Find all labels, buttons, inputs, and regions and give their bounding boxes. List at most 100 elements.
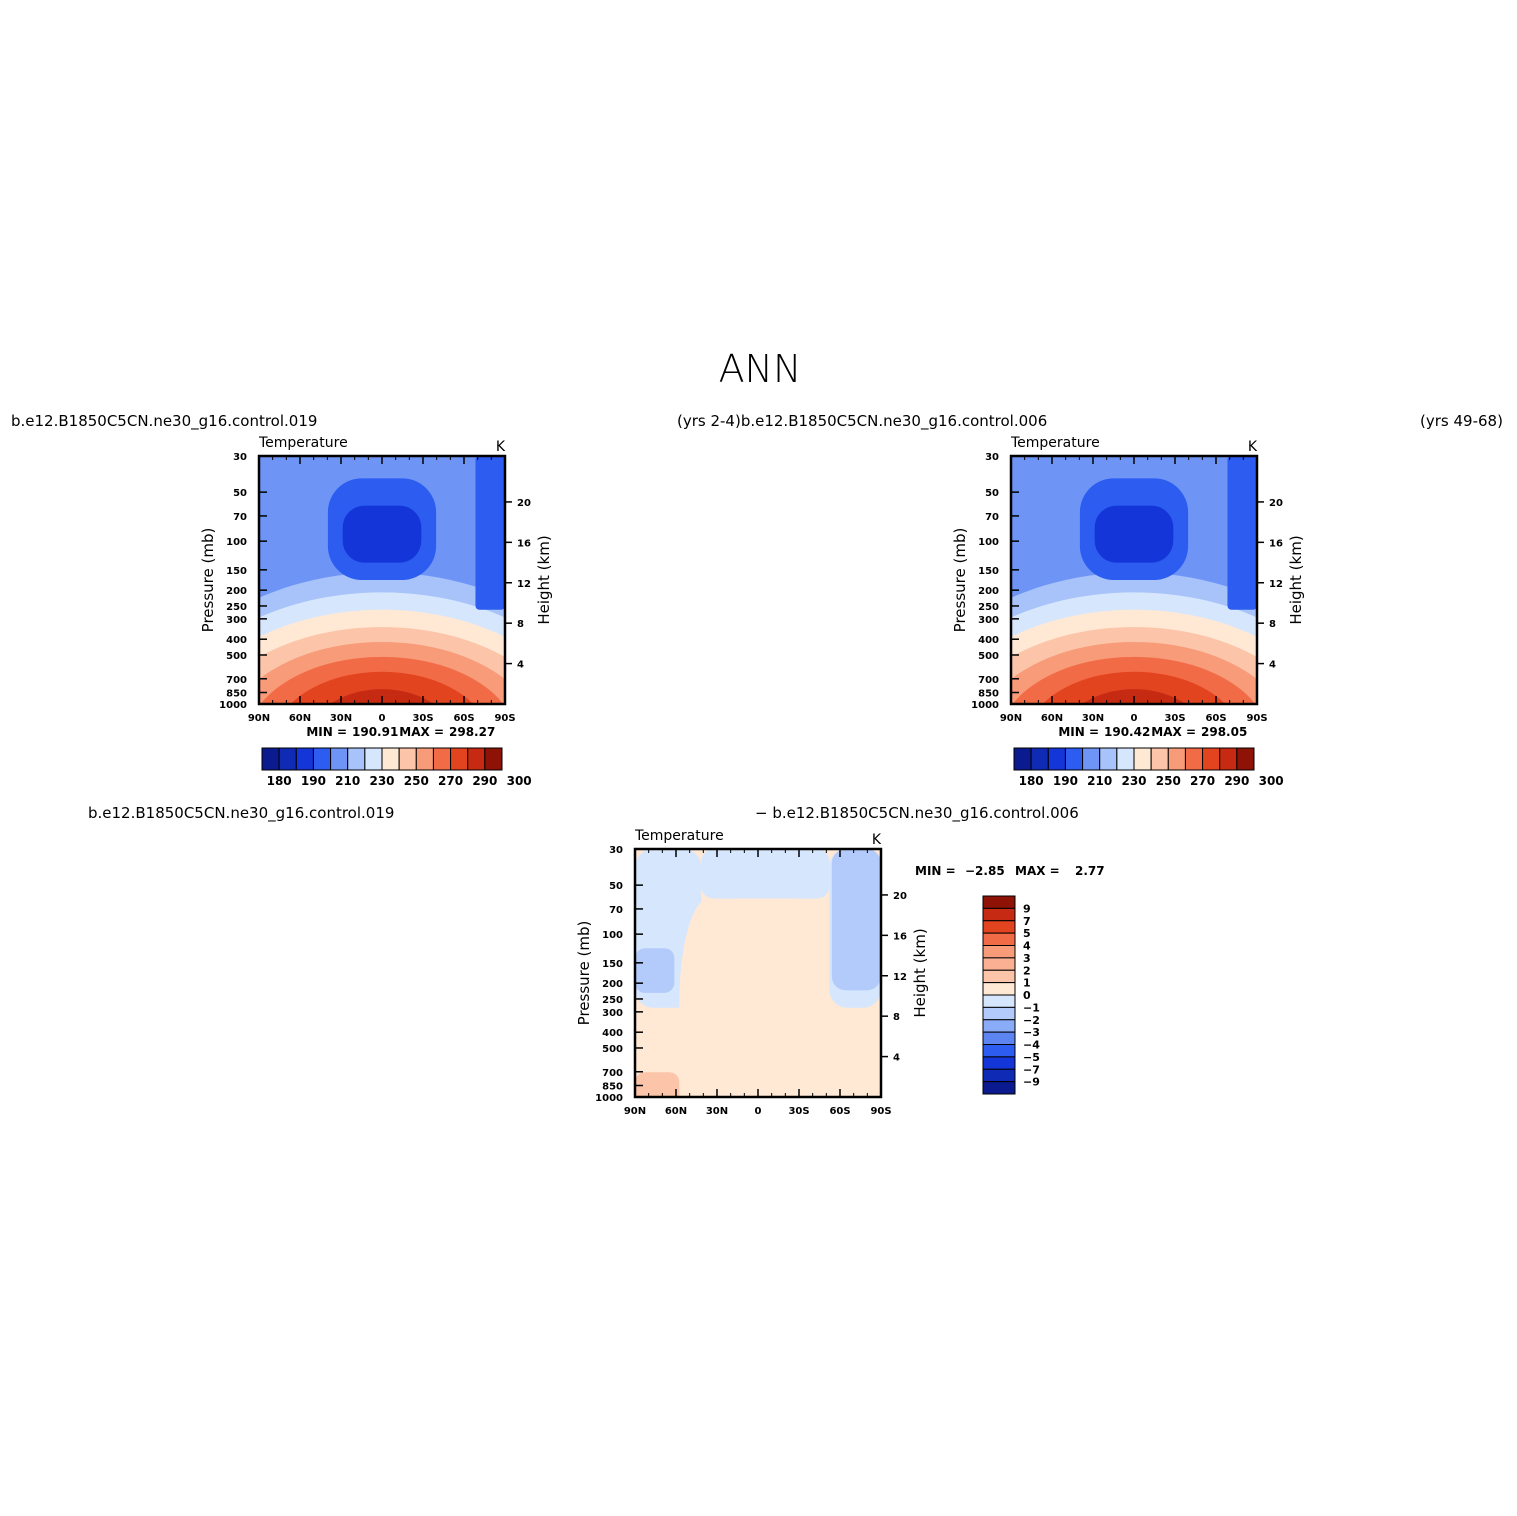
colorbar-swatch <box>381 747 400 771</box>
x-tick-label: 90N <box>624 1106 646 1117</box>
colorbar-swatch <box>982 1031 1016 1045</box>
contour-neg2-sh <box>831 849 881 991</box>
colorbar-swatch <box>312 747 332 771</box>
y-tick-label: 200 <box>602 979 623 990</box>
colorbar-label: 5 <box>1023 927 1031 940</box>
colorbar-label: 300 <box>1259 774 1284 788</box>
chart-units: K <box>496 439 506 455</box>
y-tick-label: 1000 <box>219 700 247 711</box>
stat-max-label: MAX = <box>1015 864 1060 878</box>
colorbar-label: 230 <box>369 774 394 788</box>
y-tick-label: 50 <box>233 488 247 499</box>
colorbar-swatch <box>1184 747 1204 771</box>
colorbar-label: −9 <box>1023 1076 1040 1089</box>
main-title: ANN <box>719 347 802 391</box>
colorbar-label: 2 <box>1023 964 1031 977</box>
contour-field <box>259 456 505 704</box>
y-tick-label: 30 <box>609 845 623 856</box>
colorbar-swatch <box>982 920 1016 934</box>
colorbar-swatch <box>982 1006 1016 1021</box>
colorbar-label: 180 <box>1019 774 1044 788</box>
colorbar-swatch <box>1047 747 1066 771</box>
y-tick-label: 500 <box>978 651 999 662</box>
colorbar-swatch <box>982 932 1016 946</box>
x-tick-label: 90N <box>248 713 270 724</box>
colorbar-swatch <box>1030 747 1049 771</box>
stat-min-value: 190.91 <box>352 725 398 739</box>
y-tick-label: 70 <box>985 512 999 523</box>
stat-max-value: 298.27 <box>449 725 495 739</box>
y-tick-label: 150 <box>226 566 247 577</box>
y-right-tick-label: 20 <box>1269 498 1283 509</box>
y-right-tick-label: 4 <box>517 660 524 671</box>
x-tick-label: 90S <box>870 1106 891 1117</box>
y-tick-label: 850 <box>226 689 247 700</box>
y-axis-label: Pressure (mb) <box>951 528 969 633</box>
y-tick-label: 100 <box>978 537 999 548</box>
y-tick-label: 400 <box>978 635 999 646</box>
y-right-tick-label: 8 <box>517 619 524 630</box>
contour-pos-surface <box>635 1072 680 1097</box>
y-tick-label: 250 <box>978 602 999 613</box>
y-right-tick-label: 16 <box>517 538 531 549</box>
colorbar-swatch <box>1064 747 1084 771</box>
colorbar-label: 250 <box>404 774 429 788</box>
y-tick-label: 500 <box>226 651 247 662</box>
y-tick-label: 150 <box>602 959 623 970</box>
colorbar-swatch <box>982 994 1016 1008</box>
y-tick-label: 70 <box>609 905 623 916</box>
colorbar-swatch <box>1082 747 1101 771</box>
contour-neg-top <box>701 849 830 899</box>
colorbar-label: 290 <box>472 774 497 788</box>
chart-title: Temperature <box>258 435 348 451</box>
x-tick-label: 30S <box>1164 713 1185 724</box>
y-tick-label: 50 <box>609 881 623 892</box>
contour-pos-core <box>713 898 815 1023</box>
chart-title: Temperature <box>1010 435 1100 451</box>
colorbar-swatch <box>1013 747 1032 771</box>
colorbar-label: −4 <box>1023 1039 1040 1052</box>
contour-field <box>1011 456 1257 704</box>
y-right-tick-label: 8 <box>1269 619 1276 630</box>
x-tick-label: 60N <box>289 713 311 724</box>
stat-min-value: −2.85 <box>965 864 1005 878</box>
y-right-tick-label: 16 <box>1269 538 1283 549</box>
colorbar-swatch <box>467 747 486 771</box>
colorbar-swatch <box>450 747 469 771</box>
colorbar-swatch <box>432 747 452 771</box>
colorbar-label: 210 <box>1087 774 1112 788</box>
header-left: b.e12.B1850C5CN.ne30_g16.control.019 <box>11 412 317 431</box>
colorbar-label: −7 <box>1023 1063 1040 1076</box>
stat-max-label: MAX = <box>1151 725 1196 739</box>
colorbar-label: 270 <box>1190 774 1215 788</box>
y-axis-label: Pressure (mb) <box>575 921 593 1026</box>
colorbar-label: −2 <box>1023 1014 1040 1027</box>
y-tick-label: 300 <box>602 1008 623 1019</box>
y-tick-label: 250 <box>602 995 623 1006</box>
x-tick-label: 0 <box>379 713 386 724</box>
colorbar-label: 4 <box>1023 940 1031 953</box>
x-tick-label: 0 <box>1131 713 1138 724</box>
colorbar-label: 270 <box>438 774 463 788</box>
colorbar-label: 300 <box>507 774 532 788</box>
y-tick-label: 300 <box>226 615 247 626</box>
x-tick-label: 60N <box>665 1106 687 1117</box>
colorbar-swatch <box>1133 747 1152 771</box>
stat-max-label: MAX = <box>399 725 444 739</box>
y-tick-label: 200 <box>978 586 999 597</box>
x-tick-label: 30N <box>706 1106 728 1117</box>
stat-min-value: 190.42 <box>1104 725 1150 739</box>
diff-header-left: b.e12.B1850C5CN.ne30_g16.control.019 <box>88 804 394 823</box>
contour-cold-pole <box>1227 456 1257 610</box>
contour-tropopause-inner <box>1094 505 1174 563</box>
header-mid: (yrs 2-4)b.e12.B1850C5CN.ne30_g16.contro… <box>677 412 1047 431</box>
colorbar-swatch <box>261 747 280 771</box>
colorbar-label: 210 <box>335 774 360 788</box>
colorbar-swatch <box>1236 747 1255 771</box>
chart-units: K <box>1248 439 1258 455</box>
colorbar-label: −1 <box>1023 1001 1040 1014</box>
colorbar-swatch <box>347 747 366 771</box>
colorbar-swatch <box>982 957 1016 971</box>
